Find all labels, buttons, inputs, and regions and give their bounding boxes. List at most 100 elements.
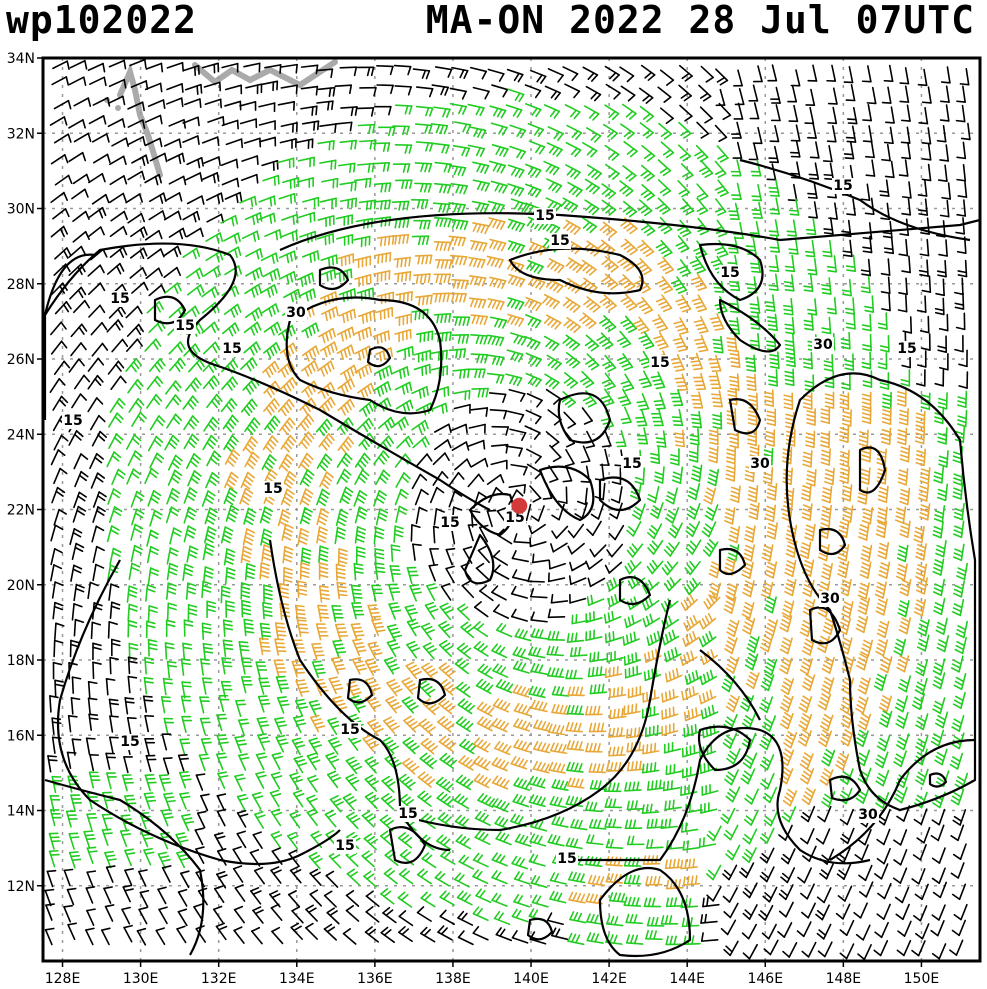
wind-barb: [126, 585, 138, 603]
wind-barb: [839, 637, 853, 655]
wind-barb: [416, 868, 432, 885]
wind-barb: [800, 483, 812, 502]
wind-barb: [617, 330, 632, 349]
wind-barb: [373, 182, 392, 193]
wind-barb: [216, 793, 227, 811]
wind-barb: [221, 376, 238, 391]
wind-barb: [216, 808, 227, 827]
wind-barb: [232, 846, 243, 864]
wind-barb: [931, 808, 946, 826]
wind-barb: [234, 884, 246, 902]
wind-barb: [402, 737, 420, 755]
wind-barb: [915, 543, 927, 561]
wind-barb: [512, 646, 530, 660]
wind-barb: [280, 377, 298, 395]
wind-barb: [505, 445, 523, 457]
wind-barb: [620, 406, 632, 425]
wind-barb: [491, 425, 510, 436]
wind-barb: [454, 657, 470, 675]
wind-barb: [798, 695, 813, 713]
wind-barb: [714, 239, 729, 258]
wind-barb: [883, 236, 895, 255]
wind-barb: [730, 121, 742, 139]
lat-tick-label: 26N: [7, 352, 35, 368]
wind-barb: [842, 239, 853, 258]
wind-barb: [215, 752, 228, 771]
wind-barb: [87, 264, 105, 277]
wind-barb: [474, 830, 491, 845]
wind-barb: [708, 427, 719, 446]
wind-barb: [821, 676, 835, 695]
contour-label-bg: [109, 291, 131, 307]
wind-barb: [897, 920, 912, 937]
wind-barb: [240, 357, 258, 372]
wind-barb: [599, 448, 610, 466]
wind-barb: [510, 198, 528, 213]
wind-barb: [409, 584, 423, 602]
wind-barb: [273, 659, 287, 677]
wind-barb: [512, 660, 530, 674]
wind-barb: [88, 172, 106, 184]
wind-barb: [661, 561, 679, 576]
wind-barb: [590, 502, 605, 520]
wind-barb: [416, 330, 434, 343]
wind-barb: [769, 197, 780, 215]
wind-barb: [373, 489, 388, 507]
wind-barb: [432, 202, 451, 214]
wind-barb: [363, 870, 377, 888]
wind-barb: [898, 277, 908, 296]
wind-barb: [601, 183, 617, 200]
wind-barb: [401, 677, 419, 695]
wind-barb: [625, 913, 643, 925]
wind-barb: [439, 752, 457, 770]
wind-barb: [638, 199, 653, 217]
wind-barb: [509, 145, 527, 160]
wind-barb: [801, 503, 813, 521]
wind-barb: [656, 276, 674, 294]
contour-label-bg: [812, 337, 834, 353]
wind-barb: [550, 542, 568, 553]
wind-barb: [725, 786, 741, 803]
wind-barb: [201, 286, 219, 298]
wind-barb: [916, 295, 927, 313]
wind-barb: [725, 694, 740, 713]
wind-barb: [216, 713, 228, 732]
wind-barb: [280, 122, 298, 133]
wind-barb: [646, 839, 664, 849]
wind-barb: [74, 374, 91, 390]
wind-barb: [201, 677, 213, 695]
wind-barb: [216, 870, 228, 889]
wind-barb: [334, 623, 349, 641]
wind-barb: [166, 660, 178, 679]
wind-barb: [845, 125, 857, 143]
wind-barb: [457, 910, 474, 926]
wind-barb: [106, 319, 124, 333]
wind-barb: [356, 66, 375, 77]
wind-barb: [700, 932, 719, 942]
wind-barb: [640, 64, 656, 81]
wind-barb: [783, 274, 795, 292]
wind-barb: [271, 926, 284, 945]
wind-barb: [439, 602, 454, 621]
wind-barb: [390, 544, 401, 562]
wind-barb: [386, 678, 403, 697]
wind-barb: [723, 596, 737, 614]
contour-label-bg: [262, 481, 284, 497]
wind-barb: [766, 408, 777, 427]
wind-barb: [570, 818, 588, 831]
wind-barb: [73, 97, 92, 107]
contour-label-bg: [174, 318, 196, 334]
wind-barb: [429, 548, 440, 566]
wind-barb: [243, 62, 261, 73]
wind-barb: [805, 468, 817, 487]
wind-barb: [138, 869, 148, 887]
wind-barb: [720, 919, 737, 936]
wind-barb: [388, 583, 401, 601]
wind-barb: [860, 275, 871, 294]
wind-barb: [700, 802, 718, 814]
wind-barb: [815, 904, 830, 921]
wind-barb: [723, 824, 739, 841]
wind-barb: [296, 177, 314, 188]
wind-barb: [544, 373, 560, 390]
wind-barb: [186, 284, 205, 296]
